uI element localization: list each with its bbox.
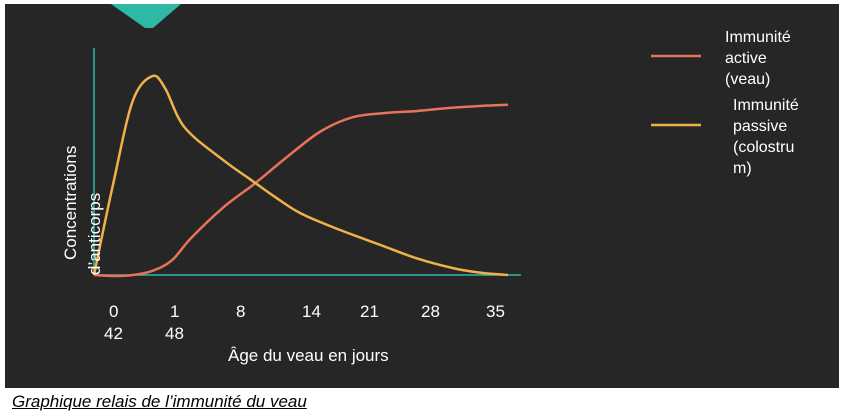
decorative-teal-shape	[111, 4, 181, 28]
series-layer	[92, 74, 509, 278]
legend-label: passive	[733, 118, 787, 135]
legend: Immunité active (veau) Immunité passive (colo…	[651, 29, 799, 177]
series-line-active	[93, 103, 509, 278]
x-axis-label: Âge du veau en jours	[228, 346, 389, 365]
x-tick-label: 21	[360, 302, 379, 321]
y-axis-label-line1: Concentrations	[61, 146, 80, 260]
x-tick-label: 0	[109, 302, 118, 321]
legend-label: (veau)	[725, 71, 770, 88]
x-tick-label: 14	[302, 302, 321, 321]
legend-label: Immunité	[725, 29, 791, 46]
line-chart: 0 42 1 48 8 14 21 28 35 Concentrations d’anticor…	[61, 4, 799, 365]
slide: 0 42 1 48 8 14 21 28 35 Concentrations d’anticor…	[5, 4, 839, 388]
x-tick-label: 28	[421, 302, 440, 321]
series-line-passive	[92, 74, 509, 277]
y-axis-label-line2: d’anticorps	[85, 193, 104, 275]
x-tick-label: 1	[170, 302, 179, 321]
legend-label: m)	[733, 160, 752, 177]
legend-label: Immunité	[733, 97, 799, 114]
x-tick-label: 35	[486, 302, 505, 321]
x-tick-labels: 0 42 1 48 8 14 21 28 35	[104, 302, 505, 343]
x-tick-label: 42	[104, 324, 123, 343]
figure-caption: Graphique relais de l’immunité du veau	[12, 392, 307, 411]
legend-label: active	[725, 50, 767, 67]
x-tick-label: 48	[165, 324, 184, 343]
legend-label: (colostru	[733, 139, 794, 156]
x-tick-label: 8	[236, 302, 245, 321]
